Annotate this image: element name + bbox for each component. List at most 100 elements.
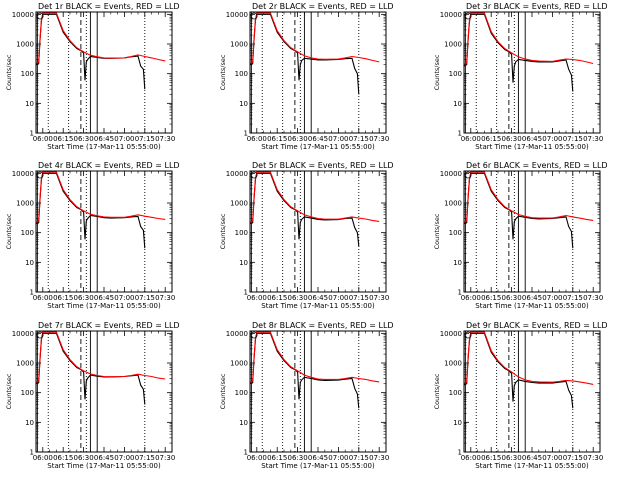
series-group (36, 331, 166, 405)
x-tick-label: 06:30 (74, 294, 94, 302)
marker-circle (36, 171, 44, 179)
y-tick-label: 10 (239, 259, 248, 267)
x-axis-label: Start Time (17-Mar-11 05:55:00) (47, 462, 161, 470)
y-tick-label: 100 (449, 389, 462, 397)
y-tick-label: 10 (453, 259, 462, 267)
x-tick-label: 06:30 (502, 454, 522, 462)
y-tick-label: 1 (458, 130, 462, 138)
x-axis-label: Start Time (17-Mar-11 05:55:00) (475, 143, 589, 151)
plot-frame (249, 330, 387, 453)
x-tick-label: 06:45 (94, 135, 114, 143)
x-tick-label: 07:30 (583, 135, 603, 143)
chart-title: Det 3r BLACK = Events, RED = LLD (466, 2, 608, 11)
chart-title: Det 6r BLACK = Events, RED = LLD (466, 161, 608, 170)
x-tick-label: 06:00 (461, 294, 481, 302)
x-tick-label: 07:00 (328, 454, 348, 462)
y-tick-label: 1000 (230, 41, 248, 49)
series-line-lld (464, 12, 594, 66)
x-tick-label: 06:30 (288, 135, 308, 143)
marker-circle (36, 12, 44, 20)
x-tick-label: 06:45 (522, 454, 542, 462)
y-axis-label: Counts/sec (5, 373, 13, 409)
y-tick-label: 1 (244, 289, 248, 297)
x-tick-label: 07:00 (114, 294, 134, 302)
marker-circle (250, 171, 258, 179)
y-tick-label: 1000 (16, 200, 34, 208)
marker-circle (464, 331, 472, 339)
chart-panel-det-8: Det 8r BLACK = Events, RED = LLD Counts/s… (219, 321, 394, 470)
series-group (250, 331, 380, 409)
y-tick-label: 100 (449, 70, 462, 78)
x-tick-label: 06:45 (308, 135, 328, 143)
x-tick-label: 06:45 (308, 454, 328, 462)
y-tick-label: 1 (30, 130, 34, 138)
y-tick-label: 1000 (16, 360, 34, 368)
series-group (464, 331, 594, 409)
x-tick-label: 07:30 (583, 294, 603, 302)
x-axis-label: Start Time (17-Mar-11 05:55:00) (47, 302, 161, 310)
y-axis-label: Counts/sec (433, 54, 441, 90)
x-tick-label: 07:15 (563, 135, 583, 143)
y-tick-label: 1000 (16, 41, 34, 49)
marker-circle (250, 331, 258, 339)
x-axis-label: Start Time (17-Mar-11 05:55:00) (475, 302, 589, 310)
x-tick-label: 06:00 (247, 135, 267, 143)
y-tick-label: 100 (449, 229, 462, 237)
y-axis-label: Counts/sec (433, 373, 441, 409)
y-tick-label: 1 (244, 130, 248, 138)
x-tick-label: 06:30 (502, 135, 522, 143)
x-tick-label: 07:30 (155, 294, 175, 302)
plot-frame (463, 170, 601, 293)
chart-title: Det 8r BLACK = Events, RED = LLD (252, 321, 394, 330)
x-tick-label: 07:15 (135, 454, 155, 462)
x-tick-label: 06:15 (481, 454, 501, 462)
series-group (36, 12, 166, 90)
x-tick-label: 07:15 (349, 454, 369, 462)
y-tick-label: 10000 (226, 170, 248, 178)
series-line-lld (250, 331, 380, 383)
y-tick-label: 10000 (12, 330, 34, 338)
chart-panel-det-7: Det 7r BLACK = Events, RED = LLD Counts/s… (5, 321, 180, 470)
y-axis-label: Counts/sec (5, 54, 13, 90)
x-tick-label: 06:30 (288, 454, 308, 462)
x-tick-label: 06:00 (33, 135, 53, 143)
y-tick-label: 1 (30, 449, 34, 457)
plot-frame (35, 330, 173, 453)
series-line-lld (250, 12, 380, 64)
y-axis-label: Counts/sec (219, 213, 227, 249)
x-tick-label: 07:30 (155, 135, 175, 143)
x-tick-label: 07:00 (328, 294, 348, 302)
y-tick-label: 10000 (226, 330, 248, 338)
y-tick-label: 10000 (12, 11, 34, 19)
y-tick-label: 1 (458, 449, 462, 457)
y-axis-label: Counts/sec (5, 213, 13, 249)
y-tick-label: 100 (235, 229, 248, 237)
y-tick-label: 1 (458, 289, 462, 297)
x-tick-label: 06:00 (33, 294, 53, 302)
y-axis-label: Counts/sec (219, 54, 227, 90)
y-tick-label: 10000 (440, 330, 462, 338)
series-line-lld (36, 12, 166, 64)
marker-circle (250, 12, 258, 20)
x-tick-label: 07:15 (135, 135, 155, 143)
y-axis-label: Counts/sec (433, 213, 441, 249)
chart-title: Det 5r BLACK = Events, RED = LLD (252, 161, 394, 170)
x-axis-label: Start Time (17-Mar-11 05:55:00) (261, 462, 375, 470)
x-axis-label: Start Time (17-Mar-11 05:55:00) (475, 462, 589, 470)
x-tick-label: 06:15 (267, 294, 287, 302)
x-tick-label: 07:00 (114, 454, 134, 462)
y-tick-label: 1000 (444, 41, 462, 49)
marker-circle (464, 171, 472, 179)
x-tick-label: 06:15 (267, 454, 287, 462)
y-tick-label: 100 (235, 389, 248, 397)
x-tick-label: 06:00 (247, 294, 267, 302)
x-tick-label: 07:15 (135, 294, 155, 302)
y-tick-label: 10 (25, 419, 34, 427)
x-tick-label: 07:30 (369, 135, 389, 143)
x-axis-label: Start Time (17-Mar-11 05:55:00) (261, 302, 375, 310)
y-axis-label: Counts/sec (219, 373, 227, 409)
x-tick-label: 06:45 (308, 294, 328, 302)
x-tick-label: 06:00 (33, 454, 53, 462)
series-line-lld (464, 331, 594, 385)
